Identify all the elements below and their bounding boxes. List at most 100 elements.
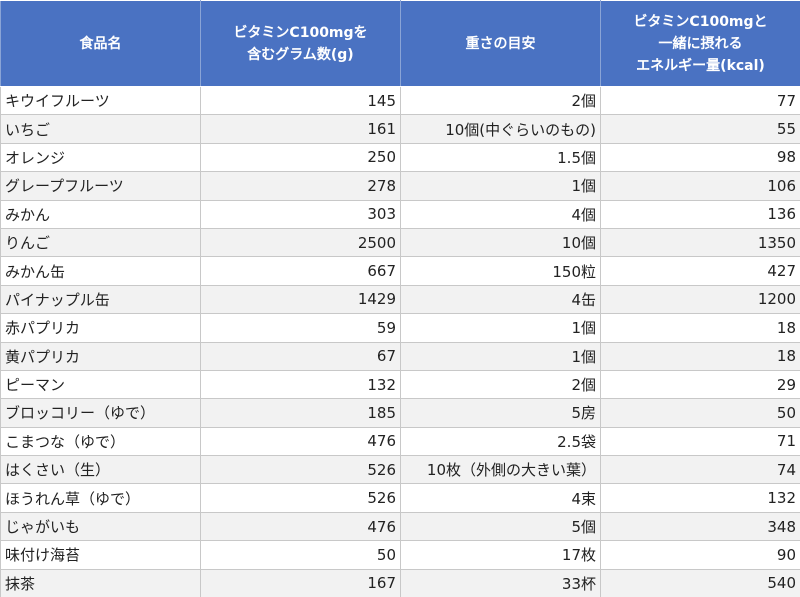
cell: 4缶 [400,284,601,315]
table-row: みかん缶 667 150粒 427 [0,256,800,286]
table-row: こまつな（ゆで） 476 2.5袋 71 [0,426,800,457]
food-name: 赤パプリカ [0,313,201,343]
food-name: こまつな（ゆで） [0,426,201,457]
cell: 59 [200,313,401,343]
cell: 33杯 [400,568,601,597]
table-row: じゃがいも 476 5個 348 [0,511,800,542]
header-row: 食品名 ビタミンC100mgを 含むグラム数(g) 重さの目安 ビタミンC100mgと一… [0,0,800,87]
cell: 2個 [400,85,601,116]
table-row: 黄パプリカ 67 1個 18 [0,341,800,371]
cell: 250 [200,142,401,173]
cell: 526 [200,455,401,485]
cell: 106 [600,171,800,201]
cell: 90 [600,540,800,570]
cell: 476 [200,426,401,457]
table-row: みかん 303 4個 136 [0,199,800,229]
cell: 50 [600,398,800,428]
cell: 136 [600,199,800,229]
cell: 303 [200,199,401,229]
table-row: 抹茶 167 33杯 540 [0,568,800,597]
cell: 71 [600,426,800,457]
cell: 1個 [400,313,601,343]
food-name: いちご [0,114,201,144]
table-row: りんご 2500 10個 1350 [0,227,800,258]
food-name: グレープフルーツ [0,171,201,201]
cell: 18 [600,341,800,371]
food-name: みかん [0,199,201,229]
food-name: 抹茶 [0,568,201,597]
cell: 5房 [400,398,601,428]
food-name: パイナップル缶 [0,284,201,315]
cell: 427 [600,256,800,286]
cell: 348 [600,511,800,542]
header-line: 食品名 [79,35,122,52]
cell: 50 [200,540,401,570]
cell: 29 [600,369,800,400]
cell: 1200 [600,284,800,315]
table-row: ほうれん草（ゆで） 526 4束 132 [0,483,800,513]
table-row: 味付け海苔 50 17枚 90 [0,540,800,570]
table-row: パイナップル缶 1429 4缶 1200 [0,284,800,315]
header-line: ビタミンC100mgを [233,24,368,41]
table-row: いちご 161 10個(中ぐらいのもの) 55 [0,114,800,144]
cell: 185 [200,398,401,428]
cell: 132 [600,483,800,513]
table-row: オレンジ 250 1.5個 98 [0,142,800,173]
cell: 55 [600,114,800,144]
cell: 2個 [400,369,601,400]
cell: 1429 [200,284,401,315]
cell: 4束 [400,483,601,513]
header-line: 含むグラム数(g) [247,46,354,63]
table-row: ピーマン 132 2個 29 [0,369,800,400]
cell: 10個(中ぐらいのもの) [400,114,601,144]
cell: 74 [600,455,800,485]
header-line: ビタミンC100mgと [633,13,768,30]
cell: 17枚 [400,540,601,570]
cell: 278 [200,171,401,201]
cell: 167 [200,568,401,597]
cell: 4個 [400,199,601,229]
food-name: ピーマン [0,369,201,400]
cell: 77 [600,85,800,116]
cell: 5個 [400,511,601,542]
cell: 145 [200,85,401,116]
cell: 667 [200,256,401,286]
column-header: ビタミンC100mgと 一緒に摂れるエネルギー量(kcal) [600,0,800,87]
cell: 132 [200,369,401,400]
food-name: じゃがいも [0,511,201,542]
cell: 150粒 [400,256,601,286]
header-line: 重さの目安 [465,35,536,52]
cell: 540 [600,568,800,597]
header-line: 一緒に摂れる [658,35,743,52]
cell: 67 [200,341,401,371]
cell: 2500 [200,227,401,258]
food-name: はくさい（生） [0,455,201,485]
table-row: キウイフルーツ 145 2個 77 [0,85,800,116]
column-header: ビタミンC100mgを 含むグラム数(g) [200,0,401,87]
cell: 1個 [400,171,601,201]
food-name: 黄パプリカ [0,341,201,371]
table-row: ブロッコリー（ゆで） 185 5房 50 [0,398,800,428]
food-name: ブロッコリー（ゆで） [0,398,201,428]
cell: 1.5個 [400,142,601,173]
food-name: りんご [0,227,201,258]
food-name: オレンジ [0,142,201,173]
food-name: ほうれん草（ゆで） [0,483,201,513]
cell: 476 [200,511,401,542]
cell: 161 [200,114,401,144]
food-name: キウイフルーツ [0,85,201,116]
cell: 98 [600,142,800,173]
table-row: グレープフルーツ 278 1個 106 [0,171,800,201]
cell: 1350 [600,227,800,258]
table-body: キウイフルーツ 145 2個 77 いちご 161 10個(中ぐらいのもの) 55 オレンジ 25… [0,85,800,597]
table-row: 赤パプリカ 59 1個 18 [0,313,800,343]
cell: 526 [200,483,401,513]
food-name: みかん缶 [0,256,201,286]
header-line: エネルギー量(kcal) [636,57,765,74]
cell: 2.5袋 [400,426,601,457]
column-header: 食品名 [0,0,201,87]
column-header: 重さの目安 [400,0,601,87]
cell: 10枚（外側の大きい葉） [400,455,601,485]
